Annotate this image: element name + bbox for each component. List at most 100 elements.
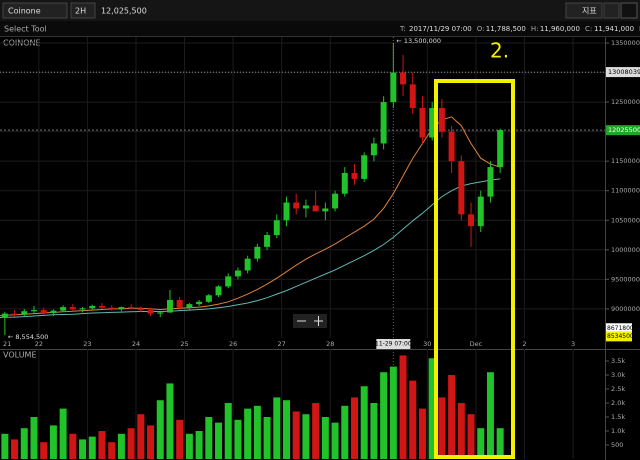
settings-button[interactable] xyxy=(603,2,620,19)
v-tick-label: 500 xyxy=(611,441,623,449)
x-tick-label: 30 xyxy=(423,340,431,348)
volume-bar xyxy=(137,414,145,459)
interval-select[interactable] xyxy=(70,2,96,19)
indicator-button[interactable] xyxy=(565,2,603,19)
volume-bar xyxy=(108,442,116,459)
axis-badge xyxy=(606,323,632,334)
x-tick-label: 22 xyxy=(35,340,43,348)
candle-body xyxy=(264,235,271,247)
market-select[interactable] xyxy=(2,2,68,19)
x-tick-label: 26 xyxy=(229,340,237,348)
volume-bar xyxy=(79,439,87,459)
candle-body xyxy=(332,193,339,209)
current-price-label: 12025500 xyxy=(608,126,640,134)
volume-bar xyxy=(49,425,57,459)
v-tick-label: 3.5k xyxy=(611,357,625,365)
candle-body xyxy=(487,167,494,197)
candle-body xyxy=(1,313,8,318)
volume-bar xyxy=(20,428,28,459)
volume-bar xyxy=(467,414,475,459)
candle-body xyxy=(69,307,76,310)
y-tick-label: 9500000 xyxy=(611,275,640,283)
volume-bar xyxy=(215,422,223,459)
axis-badge xyxy=(606,331,632,342)
candle-body xyxy=(380,102,387,144)
candle-body xyxy=(458,161,465,215)
fullscreen-button[interactable] xyxy=(620,2,638,19)
candle-body xyxy=(312,205,319,212)
candle-body xyxy=(273,220,280,236)
volume-bar xyxy=(244,408,252,459)
candle-body xyxy=(176,300,183,308)
moving-average xyxy=(0,178,501,319)
candle-body xyxy=(234,270,241,277)
ohlc-value: 11,788,500 xyxy=(486,25,526,33)
volume-title: VOLUME xyxy=(3,351,37,360)
volume-bar xyxy=(312,403,320,459)
volume-bar xyxy=(448,375,456,459)
volume-bar xyxy=(253,405,261,459)
ohlc-key: H: xyxy=(531,25,539,33)
volume-bar xyxy=(418,408,426,459)
volume-bar xyxy=(59,408,67,459)
volume-bar xyxy=(263,417,271,459)
v-tick-label: 1.0k xyxy=(611,427,625,435)
v-tick-label: 1.5k xyxy=(611,413,625,421)
x-tick-label: 27 xyxy=(278,340,286,348)
volume-bar xyxy=(360,386,368,459)
candle-body xyxy=(98,305,105,308)
volume-bar xyxy=(331,422,339,459)
volume-bar xyxy=(438,397,446,459)
y-tick-label: 10500000 xyxy=(611,216,640,224)
volume-bar xyxy=(224,403,232,459)
volume-bar xyxy=(156,400,164,459)
candle-body xyxy=(108,307,115,309)
candle-body xyxy=(283,202,290,221)
candle-body xyxy=(448,131,455,162)
volume-bar xyxy=(176,419,184,459)
volume-bar xyxy=(399,355,407,459)
volume-bar xyxy=(98,431,106,459)
ohlc-value: 11,960,000 xyxy=(540,25,580,33)
candle-body xyxy=(118,307,125,309)
v-tick-label: 2.5k xyxy=(611,385,625,393)
x-tick-label: 28 xyxy=(326,340,334,348)
volume-bar xyxy=(496,428,504,459)
candle-body xyxy=(60,307,67,311)
volume-bar xyxy=(321,417,329,459)
moving-average xyxy=(0,116,501,317)
volume-bar xyxy=(477,428,485,459)
volume-bar xyxy=(30,417,38,459)
current-price-badge xyxy=(606,125,640,136)
candle-body xyxy=(429,108,436,138)
volume-bar xyxy=(166,383,174,459)
interval: 2H xyxy=(75,7,86,16)
volume-bar xyxy=(127,428,135,459)
crosshair-time-badge xyxy=(376,339,411,349)
candle-body xyxy=(157,312,164,314)
volume-bar xyxy=(370,403,378,459)
x-tick-label: 25 xyxy=(180,340,188,348)
x-tick-label: 21 xyxy=(3,340,11,348)
candle-body xyxy=(30,310,37,312)
highlight-box xyxy=(434,79,515,459)
candle-body xyxy=(166,300,173,313)
candle-body xyxy=(196,301,203,305)
candle-body xyxy=(341,172,348,194)
volume-bar xyxy=(380,372,388,459)
crosshair-time-label: 11-29 07:00 xyxy=(375,341,412,348)
tool[interactable]: Select Tool xyxy=(4,25,47,34)
candle-body xyxy=(205,295,212,302)
ohlc-key: T: xyxy=(399,25,406,33)
crosshair-price-badge xyxy=(606,67,640,78)
volume-bar xyxy=(302,414,310,459)
candle-body xyxy=(128,307,135,309)
candle-body xyxy=(370,143,377,156)
ohlc-value: 2017/11/29 07:00 xyxy=(409,25,472,33)
candle-body xyxy=(137,308,144,311)
y-tick-label: 11500000 xyxy=(611,157,640,165)
candle-body xyxy=(419,108,426,138)
volume-bar xyxy=(428,358,436,459)
